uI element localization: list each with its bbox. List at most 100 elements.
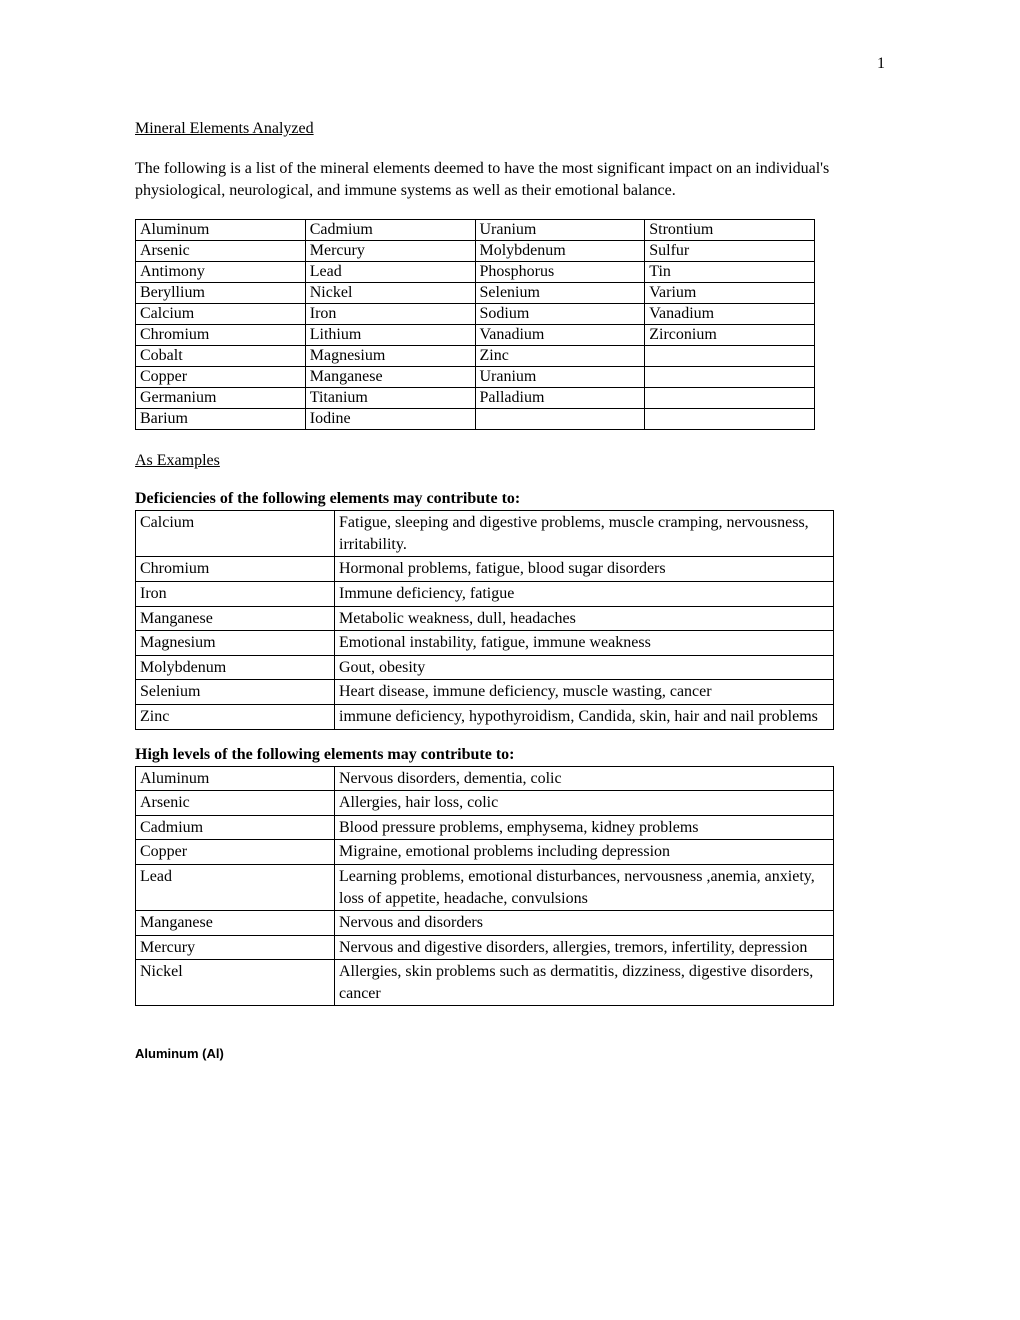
table-row: CobaltMagnesiumZinc <box>136 346 815 367</box>
page-number: 1 <box>877 55 885 73</box>
table-cell: Copper <box>136 367 306 388</box>
element-name-cell: Selenium <box>136 680 335 705</box>
description-cell: Fatigue, sleeping and digestive problems… <box>335 511 834 557</box>
table-row: AluminumCadmiumUraniumStrontium <box>136 220 815 241</box>
element-name-cell: Zinc <box>136 704 335 729</box>
table-cell: Molybdenum <box>475 241 645 262</box>
intro-paragraph: The following is a list of the mineral e… <box>135 158 885 201</box>
description-cell: immune deficiency, hypothyroidism, Candi… <box>335 704 834 729</box>
table-cell <box>475 409 645 430</box>
table-cell: Iron <box>305 304 475 325</box>
table-row: ChromiumLithiumVanadiumZirconium <box>136 325 815 346</box>
table-cell: Strontium <box>645 220 815 241</box>
table-row: CalciumFatigue, sleeping and digestive p… <box>136 511 834 557</box>
table-cell: Mercury <box>305 241 475 262</box>
high-levels-table: AluminumNervous disorders, dementia, col… <box>135 766 834 1007</box>
table-cell: Vanadium <box>475 325 645 346</box>
description-cell: Migraine, emotional problems including d… <box>335 840 834 865</box>
description-cell: Heart disease, immune deficiency, muscle… <box>335 680 834 705</box>
table-row: BariumIodine <box>136 409 815 430</box>
page: 1 Mineral Elements Analyzed The followin… <box>0 0 1020 1121</box>
table-cell: Antimony <box>136 262 306 283</box>
examples-heading: As Examples <box>135 452 885 470</box>
element-name-cell: Cadmium <box>136 815 335 840</box>
table-row: AluminumNervous disorders, dementia, col… <box>136 766 834 791</box>
element-name-cell: Molybdenum <box>136 655 335 680</box>
element-name-cell: Arsenic <box>136 791 335 816</box>
table-cell: Palladium <box>475 388 645 409</box>
element-name-cell: Aluminum <box>136 766 335 791</box>
element-name-cell: Copper <box>136 840 335 865</box>
table-cell <box>645 346 815 367</box>
table-cell <box>645 367 815 388</box>
table-cell: Cobalt <box>136 346 306 367</box>
element-name-cell: Manganese <box>136 606 335 631</box>
table-cell: Lead <box>305 262 475 283</box>
table-cell: Uranium <box>475 367 645 388</box>
table-row: LeadLearning problems, emotional disturb… <box>136 864 834 910</box>
table-cell <box>645 388 815 409</box>
description-cell: Immune deficiency, fatigue <box>335 581 834 606</box>
table-cell: Chromium <box>136 325 306 346</box>
table-row: IronImmune deficiency, fatigue <box>136 581 834 606</box>
table-cell: Uranium <box>475 220 645 241</box>
table-row: ArsenicAllergies, hair loss, colic <box>136 791 834 816</box>
table-row: AntimonyLeadPhosphorusTin <box>136 262 815 283</box>
description-cell: Hormonal problems, fatigue, blood sugar … <box>335 557 834 582</box>
element-name-cell: Nickel <box>136 960 335 1006</box>
table-cell: Barium <box>136 409 306 430</box>
description-cell: Blood pressure problems, emphysema, kidn… <box>335 815 834 840</box>
table-cell: Cadmium <box>305 220 475 241</box>
description-cell: Nervous and digestive disorders, allergi… <box>335 935 834 960</box>
description-cell: Nervous and disorders <box>335 911 834 936</box>
table-row: ChromiumHormonal problems, fatigue, bloo… <box>136 557 834 582</box>
table-row: GermaniumTitaniumPalladium <box>136 388 815 409</box>
table-row: Zincimmune deficiency, hypothyroidism, C… <box>136 704 834 729</box>
table-cell: Varium <box>645 283 815 304</box>
element-name-cell: Calcium <box>136 511 335 557</box>
table-row: MagnesiumEmotional instability, fatigue,… <box>136 631 834 656</box>
table-row: MolybdenumGout, obesity <box>136 655 834 680</box>
table-cell: Selenium <box>475 283 645 304</box>
table-row: CopperManganeseUranium <box>136 367 815 388</box>
table-cell: Magnesium <box>305 346 475 367</box>
table-row: CalciumIronSodiumVanadium <box>136 304 815 325</box>
table-row: ArsenicMercuryMolybdenumSulfur <box>136 241 815 262</box>
table-row: MercuryNervous and digestive disorders, … <box>136 935 834 960</box>
table-row: CopperMigraine, emotional problems inclu… <box>136 840 834 865</box>
description-cell: Emotional instability, fatigue, immune w… <box>335 631 834 656</box>
table-cell: Sulfur <box>645 241 815 262</box>
table-cell: Phosphorus <box>475 262 645 283</box>
deficiencies-heading: Deficiencies of the following elements m… <box>135 490 885 508</box>
element-name-cell: Lead <box>136 864 335 910</box>
table-cell: Zinc <box>475 346 645 367</box>
description-cell: Gout, obesity <box>335 655 834 680</box>
description-cell: Allergies, hair loss, colic <box>335 791 834 816</box>
table-cell: Tin <box>645 262 815 283</box>
table-cell: Arsenic <box>136 241 306 262</box>
table-cell <box>645 409 815 430</box>
table-cell: Calcium <box>136 304 306 325</box>
table-cell: Sodium <box>475 304 645 325</box>
table-row: ManganeseMetabolic weakness, dull, heada… <box>136 606 834 631</box>
description-cell: Nervous disorders, dementia, colic <box>335 766 834 791</box>
table-row: NickelAllergies, skin problems such as d… <box>136 960 834 1006</box>
element-name-cell: Manganese <box>136 911 335 936</box>
table-cell: Manganese <box>305 367 475 388</box>
table-cell: Aluminum <box>136 220 306 241</box>
elements-table: AluminumCadmiumUraniumStrontiumArsenicMe… <box>135 219 815 430</box>
page-title: Mineral Elements Analyzed <box>135 120 885 138</box>
table-row: CadmiumBlood pressure problems, emphysem… <box>136 815 834 840</box>
element-name-cell: Magnesium <box>136 631 335 656</box>
description-cell: Allergies, skin problems such as dermati… <box>335 960 834 1006</box>
high-levels-heading: High levels of the following elements ma… <box>135 746 885 764</box>
table-cell: Nickel <box>305 283 475 304</box>
table-cell: Beryllium <box>136 283 306 304</box>
deficiencies-table: CalciumFatigue, sleeping and digestive p… <box>135 510 834 729</box>
table-row: SeleniumHeart disease, immune deficiency… <box>136 680 834 705</box>
table-cell: Titanium <box>305 388 475 409</box>
table-cell: Germanium <box>136 388 306 409</box>
table-cell: Zirconium <box>645 325 815 346</box>
table-cell: Lithium <box>305 325 475 346</box>
element-name-cell: Chromium <box>136 557 335 582</box>
